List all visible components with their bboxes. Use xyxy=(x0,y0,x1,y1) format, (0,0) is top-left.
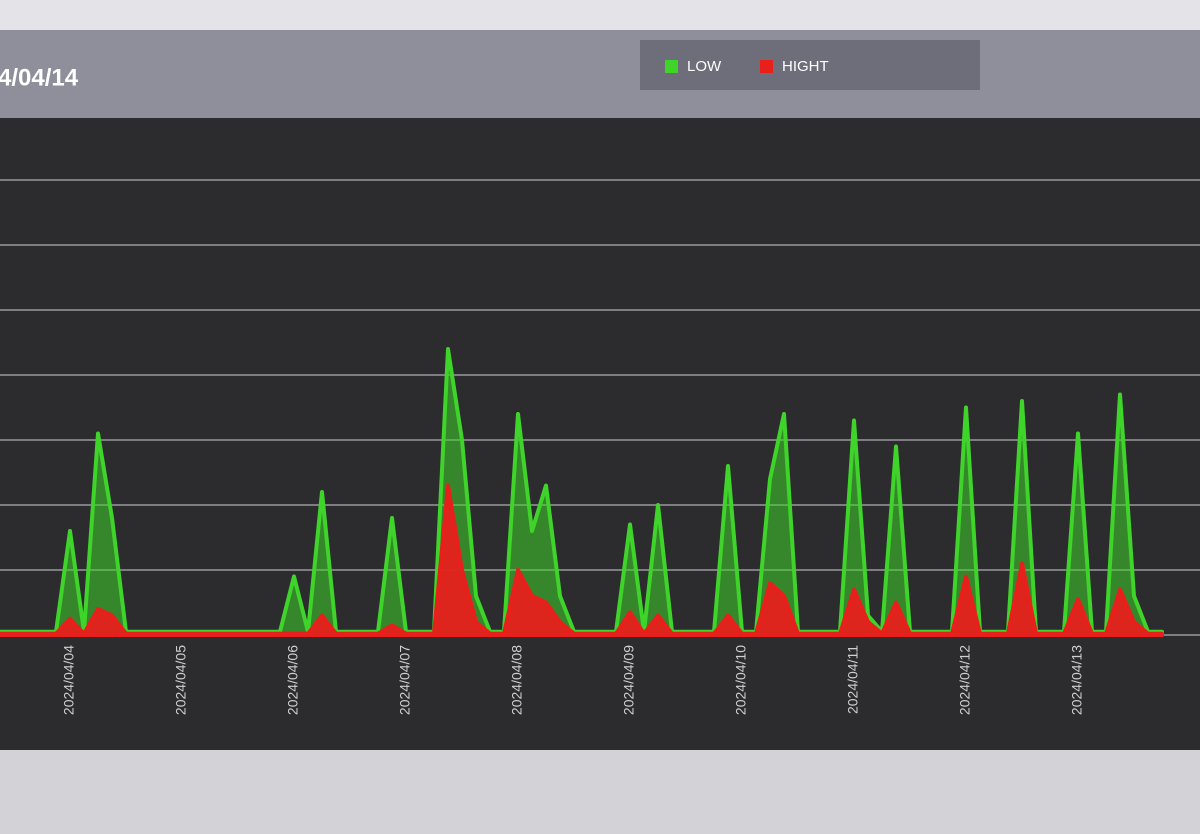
x-tick-label: 2024/04/04 xyxy=(61,645,77,715)
chart-title: 4/04/14 xyxy=(0,64,79,91)
header xyxy=(0,30,1200,122)
x-tick-label: 2024/04/09 xyxy=(621,645,637,715)
x-tick-label: 2024/04/08 xyxy=(509,645,525,715)
x-tick-label: 2024/04/05 xyxy=(173,645,189,715)
x-tick-label: 2024/04/10 xyxy=(733,645,749,715)
top-bar xyxy=(0,0,1200,30)
legend-swatch xyxy=(665,60,678,73)
series-area xyxy=(0,483,1164,637)
plot-area xyxy=(0,118,1200,750)
legend-swatch xyxy=(760,60,773,73)
x-tick-label: 2024/04/12 xyxy=(957,645,973,715)
legend-label: HIGHT xyxy=(782,58,829,75)
legend-label: LOW xyxy=(687,58,722,75)
footer xyxy=(0,750,1200,834)
x-tick-label: 2024/04/06 xyxy=(285,645,301,715)
x-tick-label: 2024/04/13 xyxy=(1069,645,1085,715)
x-tick-label: 2024/04/11 xyxy=(845,645,861,714)
legend xyxy=(640,40,980,90)
x-tick-label: 2024/04/07 xyxy=(397,645,413,715)
